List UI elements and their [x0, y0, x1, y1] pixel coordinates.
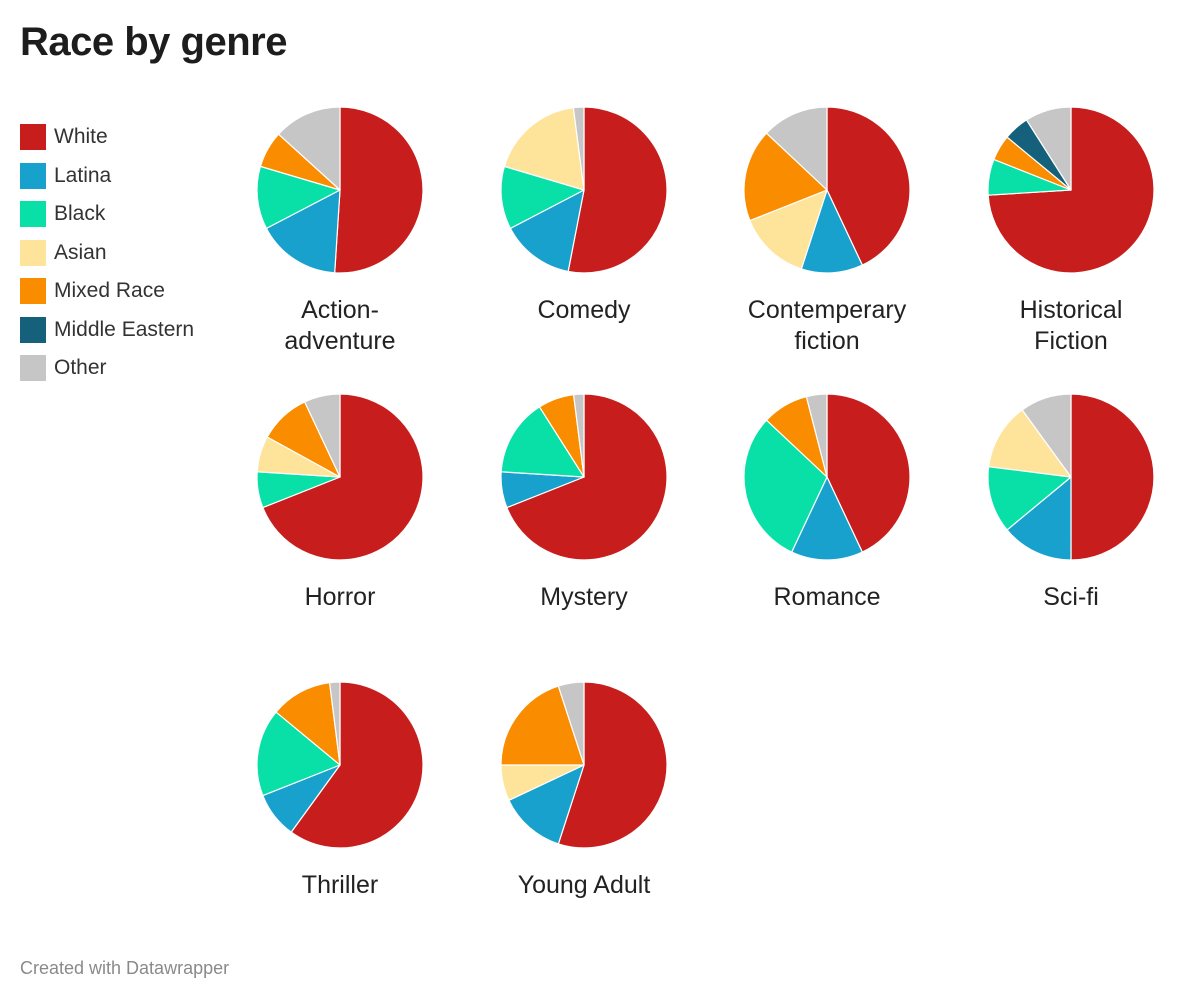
pie-chart-mystery: Mystery [484, 392, 684, 613]
pie-slice-mixed-race [743, 132, 828, 222]
legend-swatch-other [20, 355, 46, 382]
pie-slice-white [567, 106, 668, 274]
pie-slice-mixed-race [275, 682, 341, 766]
pie-slice-other [1021, 393, 1072, 478]
pie-slice-asian [503, 107, 585, 191]
pie-label: Horror [304, 583, 376, 611]
pie-slice-black [987, 465, 1072, 531]
pie-slice-other [328, 681, 341, 766]
legend-swatch-white [20, 124, 46, 151]
pie-slice-black [743, 419, 828, 553]
legend-item-latina: Latina [20, 157, 230, 196]
pie-svg [256, 393, 424, 561]
pie-slice-latina [265, 189, 341, 274]
pie-slice-white [506, 393, 668, 561]
legend-label: Latina [54, 163, 112, 187]
legend: White Latina Black Asian Mixed Race Middle Ea… [20, 118, 230, 388]
pie-slice-white [1070, 393, 1155, 561]
legend-label: Middle Eastern [54, 317, 195, 341]
pie-slice-other [304, 393, 341, 478]
pie-svg [256, 681, 424, 849]
pie-chart-thriller: Thriller [240, 680, 440, 901]
pie-slice-black [256, 711, 341, 797]
legend-item-white: White [20, 118, 230, 157]
legend-item-asian: Asian [20, 234, 230, 273]
legend-swatch-latina [20, 162, 46, 189]
pie-svg [743, 106, 911, 274]
pie-slice-other [572, 106, 585, 191]
pie-chart-action-adventure: Action- adventure [240, 105, 440, 357]
pie-slice-latina [509, 189, 585, 273]
pie-label: Mystery [540, 583, 628, 611]
pie-slice-white [826, 106, 911, 266]
pie-label: Action- adventure [284, 296, 396, 355]
legend-label: Other [54, 356, 107, 380]
legend-item-other: Other [20, 349, 230, 388]
pie-svg [500, 393, 668, 561]
pie-label: Thriller [301, 871, 379, 899]
pie-chart-sci-fi: Sci-fi [971, 392, 1171, 613]
legend-label: Black [54, 202, 106, 226]
pie-chart-contemperary-fiction: Contemperary fiction [727, 105, 927, 357]
pie-svg [743, 393, 911, 561]
legend-label: White [54, 125, 108, 149]
legend-swatch-asian [20, 239, 46, 266]
pie-slice-white [262, 393, 424, 561]
pie-label: Comedy [537, 296, 631, 324]
legend-label: Mixed Race [54, 279, 165, 303]
legend-item-black: Black [20, 195, 230, 234]
pie-label: Romance [773, 583, 881, 611]
pie-slice-other [765, 106, 828, 191]
pie-label: Young Adult [517, 871, 651, 899]
pie-slice-black [500, 165, 585, 229]
legend-swatch-black [20, 201, 46, 228]
pie-slice-latina [791, 476, 863, 561]
legend-item-middle-eastern: Middle Eastern [20, 311, 230, 350]
footer-credit: Created with Datawrapper [20, 958, 230, 978]
legend-swatch-middle-eastern [20, 316, 46, 343]
pie-slice-white [290, 681, 424, 849]
pie-slice-white [557, 681, 668, 849]
chart-title: Race by genre [20, 20, 287, 64]
pie-slice-black [256, 165, 341, 229]
pie-svg [500, 106, 668, 274]
pie-chart-comedy: Comedy [484, 105, 684, 326]
pie-svg [256, 106, 424, 274]
pie-slice-other [557, 681, 585, 766]
legend-swatch-mixed-race [20, 278, 46, 305]
pie-slice-black [500, 406, 585, 478]
pie-svg [987, 106, 1155, 274]
pie-svg [987, 393, 1155, 561]
pie-svg [500, 681, 668, 849]
pie-slice-latina [800, 189, 863, 274]
pie-label: Sci-fi [1043, 583, 1099, 611]
pie-chart-horror: Horror [240, 392, 440, 613]
pie-slice-white [334, 106, 424, 274]
pie-chart-historical-fiction: Historical Fiction [971, 105, 1171, 357]
pie-slice-latina [508, 764, 585, 845]
pie-slice-other [1025, 106, 1072, 191]
pie-slice-asian [749, 189, 828, 270]
pie-slice-other [572, 393, 585, 478]
pie-chart-romance: Romance [727, 392, 927, 613]
pie-slice-other [805, 393, 828, 478]
pie-slice-mixed-race [500, 685, 585, 766]
pie-slice-latina [1006, 476, 1072, 561]
pie-chart-young-adult: Young Adult [484, 680, 684, 901]
pie-label: Contemperary fiction [747, 296, 907, 355]
pie-slice-asian [988, 409, 1072, 478]
pie-slice-white [826, 393, 911, 553]
legend-label: Asian [54, 240, 107, 264]
pie-label: Historical Fiction [1019, 296, 1123, 355]
pie-slice-other [277, 106, 341, 191]
legend-item-mixed-race: Mixed Race [20, 272, 230, 311]
